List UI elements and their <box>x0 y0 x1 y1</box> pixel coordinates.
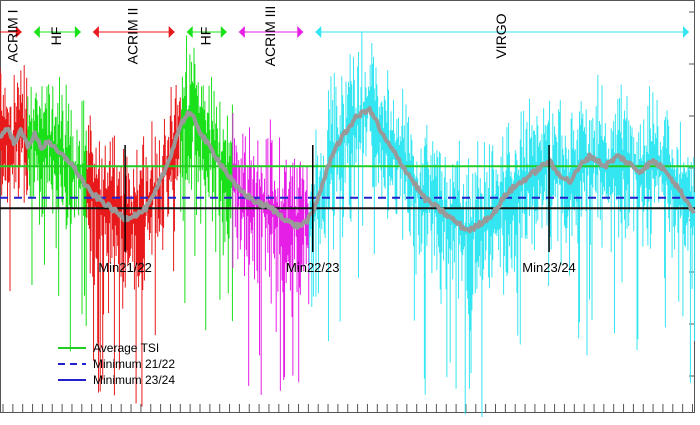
raw-spikes <box>27 77 87 352</box>
legend-label: Minimum 21/22 <box>93 357 175 371</box>
raw-data-hf-1 <box>27 77 87 352</box>
smoothed-tsi-line <box>0 106 696 234</box>
segment-arrow-left <box>33 26 40 38</box>
segment-arrow-left <box>92 26 99 38</box>
segment-arrow-right <box>683 26 689 38</box>
raw-spikes <box>180 35 233 331</box>
raw-data-acrim-iii-4 <box>232 113 310 395</box>
segment-label: ACRIM I <box>5 10 21 63</box>
segment-arrow-left <box>315 26 322 38</box>
legend-label: Minimum 23/24 <box>93 373 175 387</box>
segment-label: HF <box>197 27 213 46</box>
raw-spikes <box>232 113 310 395</box>
legend-label: Average TSI <box>93 341 159 355</box>
segment-arrow-right <box>74 26 81 38</box>
segment-label: ACRIM II <box>124 8 140 65</box>
segment-arrow-left <box>238 26 245 38</box>
raw-data-acrim-i-0 <box>0 65 29 292</box>
segment-arrow-right <box>168 26 175 38</box>
segment-label: HF <box>48 27 64 46</box>
segment-label: VIRGO <box>493 13 509 58</box>
raw-data-virgo-5 <box>308 31 696 417</box>
segment-arrow-left <box>186 26 193 38</box>
raw-spikes <box>308 31 696 417</box>
segment-label: ACRIM III <box>262 6 278 67</box>
segment-arrow-right <box>297 26 304 38</box>
segment-arrow-right <box>15 26 22 38</box>
segment-arrow-right <box>220 26 227 38</box>
minimum-label: Min22/23 <box>286 260 339 275</box>
raw-spikes <box>0 65 29 292</box>
raw-data-hf-3 <box>180 35 233 331</box>
minimum-label: Min21/22 <box>98 260 151 275</box>
minimum-label: Min23/24 <box>522 260 575 275</box>
